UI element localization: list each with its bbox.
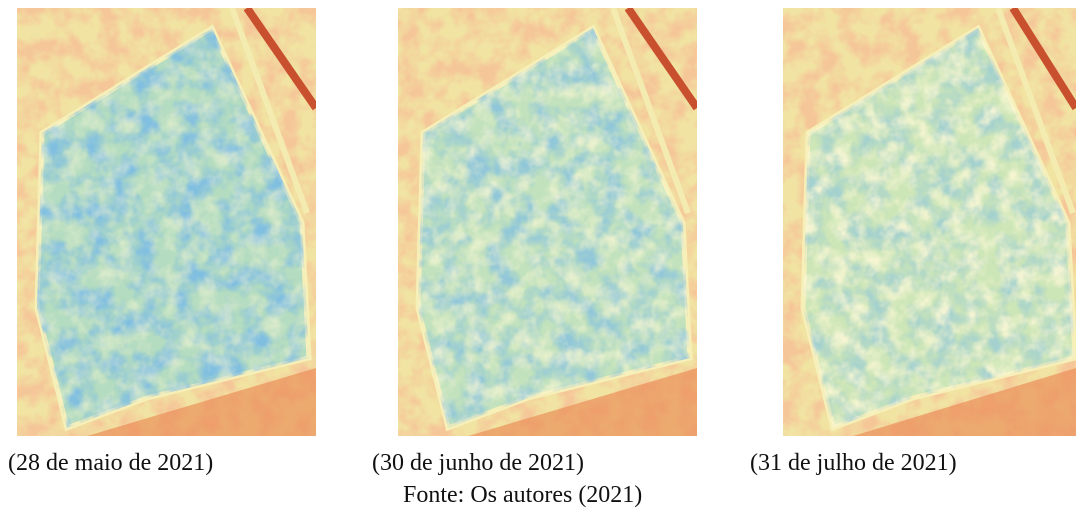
satellite-image (398, 8, 697, 436)
bottom-soil (87, 368, 316, 436)
bottom-soil (468, 368, 697, 436)
caption: (31 de julho de 2021) (750, 450, 957, 476)
road (995, 8, 1076, 215)
road-edge (624, 8, 697, 111)
source-note: Fonte: Os autores (2021) (403, 482, 643, 508)
road-edge (1009, 8, 1076, 111)
caption: (30 de junho de 2021) (372, 450, 584, 476)
bottom-soil (853, 368, 1076, 436)
road (610, 8, 691, 215)
satellite-image (17, 8, 316, 436)
road-edge (243, 8, 316, 111)
caption: (28 de maio de 2021) (8, 450, 214, 476)
road (229, 8, 310, 215)
satellite-image (783, 8, 1076, 436)
image-panels (17, 8, 1076, 436)
